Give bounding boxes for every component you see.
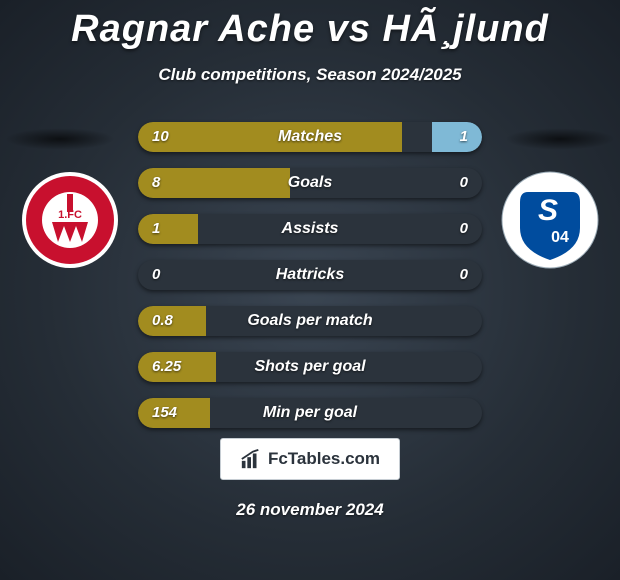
svg-text:04: 04 (551, 229, 569, 246)
stat-label: Goals (138, 168, 482, 198)
stat-value-right: 0 (460, 214, 468, 244)
stat-row: Min per goal154 (138, 398, 482, 428)
stat-value-left: 154 (152, 398, 177, 428)
stat-label: Assists (138, 214, 482, 244)
stat-value-left: 1 (152, 214, 160, 244)
branding-text: FcTables.com (268, 449, 380, 469)
stat-row: Goals per match0.8 (138, 306, 482, 336)
comparison-bars: Matches101Goals80Assists10Hattricks00Goa… (138, 122, 482, 444)
stat-value-right: 1 (460, 122, 468, 152)
stat-label: Min per goal (138, 398, 482, 428)
stat-row: Hattricks0 0 (138, 260, 482, 290)
crest-shadow-left (5, 128, 115, 150)
stat-label: Goals per match (138, 306, 482, 336)
svg-text:1.FC: 1.FC (58, 209, 82, 221)
stat-value-right: 0 (460, 260, 468, 290)
stat-value-left: 8 (152, 168, 160, 198)
stat-row: Matches10 1 (138, 122, 482, 152)
stat-label: Shots per goal (138, 352, 482, 382)
stat-label: Matches (138, 122, 482, 152)
stat-row: Goals8 0 (138, 168, 482, 198)
team-crest-left: 1.FC (20, 170, 120, 270)
team-crest-right: S 04 (500, 170, 600, 270)
stat-value-left: 10 (152, 122, 169, 152)
svg-text:S: S (538, 194, 558, 227)
page-title: Ragnar Ache vs HÃ¸jlund (0, 0, 620, 51)
subtitle: Club competitions, Season 2024/2025 (0, 65, 620, 85)
branding-box: FcTables.com (220, 438, 400, 480)
stat-row: Shots per goal6.25 (138, 352, 482, 382)
stat-label: Hattricks (138, 260, 482, 290)
stat-value-left: 6.25 (152, 352, 181, 382)
stat-value-left: 0.8 (152, 306, 173, 336)
crest-shadow-right (505, 128, 615, 150)
stat-value-left: 0 (152, 260, 160, 290)
date-label: 26 november 2024 (0, 500, 620, 520)
stat-row: Assists1 0 (138, 214, 482, 244)
stat-value-right: 0 (460, 168, 468, 198)
branding-icon (240, 448, 262, 470)
